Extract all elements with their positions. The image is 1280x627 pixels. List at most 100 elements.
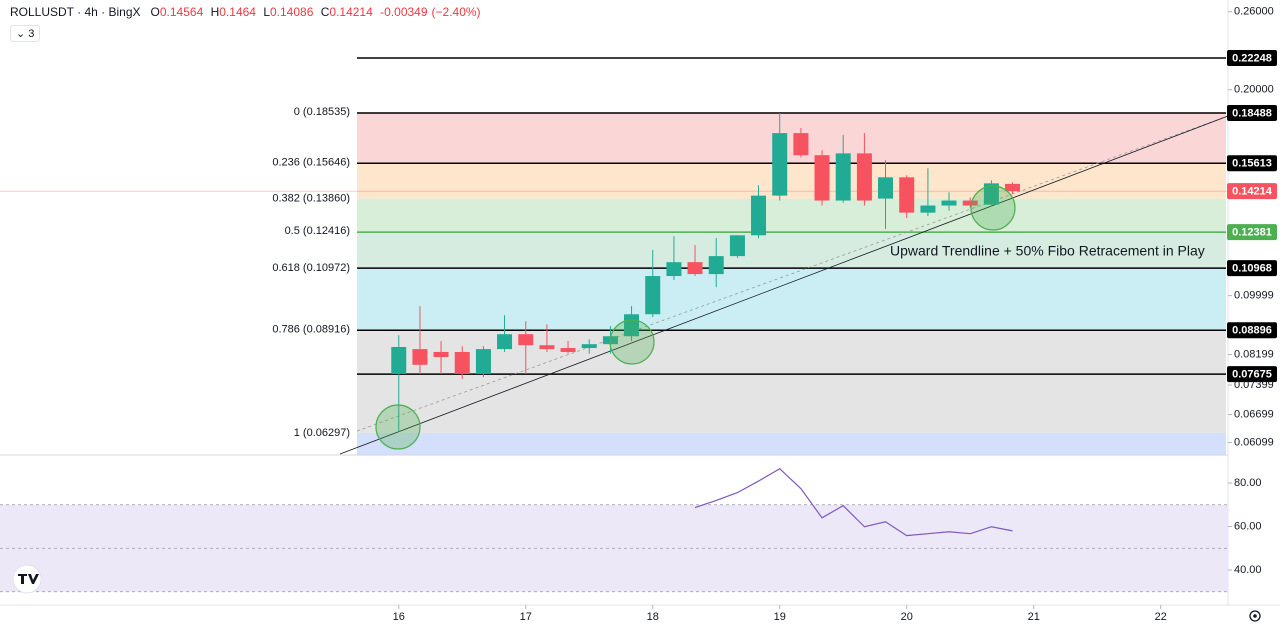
candle-body	[581, 344, 597, 349]
symbol: ROLLUSDT · 4h · BingX	[10, 5, 141, 19]
fib-label: 0.382 (0.13860)	[272, 193, 350, 205]
fib-label: 1 (0.06297)	[294, 427, 350, 439]
candle-body	[475, 349, 491, 374]
level-price-label: 0.18488	[1232, 107, 1272, 119]
ohlc-label: C	[320, 5, 330, 19]
x-tick-label: 19	[774, 611, 786, 623]
level-price-label: 0.15613	[1232, 158, 1272, 170]
level-price-label-box	[1227, 155, 1277, 172]
fib-band	[357, 162, 1226, 199]
y-tick-label: 80.00	[1234, 477, 1262, 489]
ohlc-label: L	[263, 5, 270, 19]
last-price-label-box	[1227, 183, 1277, 200]
candle-body	[793, 133, 809, 156]
ohlc-value: 0.14564	[159, 5, 204, 19]
level-price-label-box	[1227, 366, 1277, 383]
y-tick-label: 0.20000	[1234, 84, 1274, 96]
trendline	[339, 115, 1229, 455]
candle-body	[412, 349, 428, 365]
level-layer	[0, 57, 1228, 375]
y-tick-label: 0.09999	[1234, 289, 1274, 301]
candle-body	[814, 155, 830, 201]
fib-label: 0 (0.18535)	[294, 106, 350, 118]
level-price-label: 0.10968	[1232, 263, 1272, 275]
candle-body	[920, 205, 936, 213]
candle-body	[878, 177, 894, 199]
candle-body	[772, 133, 788, 196]
fib-band	[357, 231, 1226, 269]
y-tick-label: 0.06699	[1234, 408, 1274, 420]
level-price-label-box	[1227, 260, 1277, 277]
fib-band	[357, 268, 1226, 330]
candle-body	[687, 262, 703, 275]
candle-body	[941, 200, 957, 206]
candle-layer	[391, 112, 1020, 432]
ohlc-label: O	[150, 5, 160, 19]
candle-body	[560, 348, 576, 352]
candle-body	[729, 235, 745, 257]
fib-band	[357, 432, 1226, 455]
candle-body	[391, 346, 407, 374]
indicator-toggle[interactable]: ⌄ 3	[10, 25, 41, 42]
candle-body	[518, 334, 534, 346]
candle-body	[856, 153, 872, 201]
rsi-pane	[0, 467, 1228, 593]
candle-body	[708, 256, 724, 275]
x-tick-label: 20	[901, 611, 913, 623]
y-tick-label: 0.26000	[1234, 6, 1274, 18]
candle-body	[645, 276, 661, 315]
level-price-label-box	[1227, 50, 1277, 67]
y-tick-label: 60.00	[1234, 520, 1262, 532]
level-price-label: 0.07675	[1232, 369, 1272, 381]
fib-label: 0.786 (0.08916)	[272, 324, 350, 336]
x-tick-label: 16	[393, 611, 405, 623]
level-price-label: 0.08896	[1232, 325, 1272, 337]
candle-body	[962, 200, 978, 206]
axis-layer: 0.22248 0.18488 0.15613 0.12381 0.10968 0.088…	[393, 6, 1277, 623]
y-tick-label: 0.06099	[1234, 436, 1274, 448]
tv-logo	[12, 564, 42, 594]
y-tick-label: 0.08199	[1234, 348, 1274, 360]
level-price-label: 0.22248	[1232, 52, 1272, 64]
candle-body	[666, 262, 682, 277]
last-price-label: 0.14214	[1232, 186, 1273, 198]
candle-body	[454, 351, 470, 374]
change: -0.00349	[380, 5, 428, 19]
fib-band	[357, 329, 1226, 433]
level-price-label: 0.12381	[1232, 227, 1272, 239]
rsi-line	[694, 467, 1013, 537]
trendline-dashed	[356, 115, 1229, 432]
ohlc-value: 0.1464	[219, 5, 256, 19]
candle-body	[1004, 183, 1020, 192]
candle-body	[983, 183, 999, 205]
candle-body	[835, 153, 851, 201]
x-tick-label: 17	[520, 611, 532, 623]
x-tick-label: 21	[1028, 611, 1040, 623]
fib-layer: 0 (0.18535) 0.236 (0.15646) 0.382 (0.13860…	[272, 106, 1226, 455]
y-tick-label: 40.00	[1234, 564, 1262, 576]
fib-label: 0.5 (0.12416)	[285, 225, 350, 237]
highlight-circle	[609, 319, 655, 365]
ohlc-value: 0.14214	[329, 5, 373, 19]
candle-body	[751, 195, 767, 236]
highlight-circle	[375, 404, 421, 450]
candle-body	[497, 334, 513, 350]
ohlc-value: 0.14086	[270, 5, 314, 19]
ohlc-label: H	[210, 5, 220, 19]
level-price-label-box	[1227, 224, 1277, 241]
fib-label: 0.236 (0.15646)	[272, 157, 350, 169]
x-tick-label: 22	[1155, 611, 1167, 623]
fib-band	[357, 112, 1226, 163]
indicator-count: 3	[28, 28, 35, 40]
settings-button[interactable]	[1249, 610, 1261, 622]
level-price-label-box	[1227, 105, 1277, 122]
x-tick-label: 18	[647, 611, 659, 623]
level-price-label-box	[1227, 322, 1277, 339]
candle-body	[433, 351, 449, 358]
annotation: Upward Trendline + 50% Fibo Retracement …	[890, 243, 1205, 259]
candle-body	[899, 177, 915, 213]
header: ROLLUSDT · 4h · BingX O0.14564 H0.1464 L…	[10, 5, 485, 19]
fib-band	[357, 198, 1226, 232]
